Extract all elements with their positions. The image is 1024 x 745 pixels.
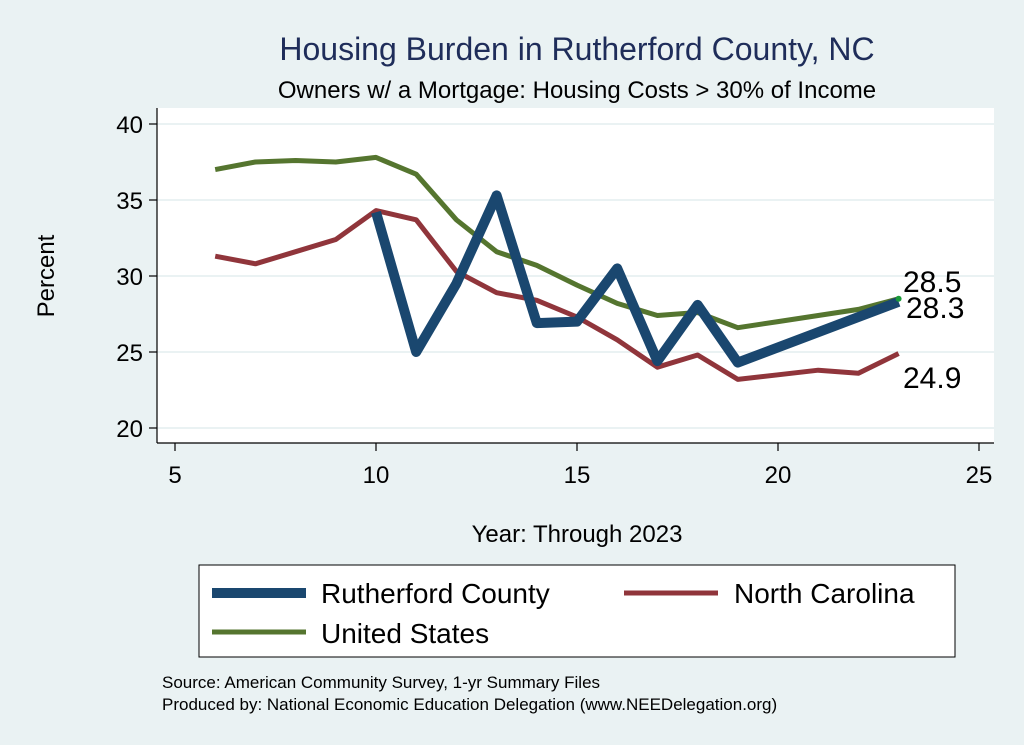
y-tick-label: 40 [116, 112, 143, 139]
end-label-rutherford-county: 28.3 [906, 292, 964, 325]
series-line-united-states [214, 154, 900, 331]
y-ticks: 20 25 30 35 40 [116, 112, 157, 443]
us-end-marker [895, 295, 902, 302]
y-axis-title: Percent [33, 234, 60, 317]
legend-label-rutherford-county: Rutherford County [321, 578, 550, 609]
gridlines [157, 123, 994, 429]
y-tick-label: 30 [116, 264, 143, 291]
x-tick-label: 20 [765, 462, 792, 489]
chart-subtitle: Owners w/ a Mortgage: Housing Costs > 30… [278, 77, 876, 104]
chart-title: Housing Burden in Rutherford County, NC [279, 31, 874, 67]
legend-label-united-states: United States [321, 618, 489, 649]
y-tick-label: 25 [116, 340, 143, 367]
x-ticks: 5 10 15 20 25 [168, 443, 992, 489]
x-tick-label: 10 [363, 462, 390, 489]
source-note: Source: American Community Survey, 1-yr … [162, 673, 600, 692]
y-tick-label: 35 [116, 188, 143, 215]
y-tick-label: 20 [116, 416, 143, 443]
series-line-north-carolina [214, 208, 900, 382]
end-label-united-states: 28.5 [903, 266, 961, 299]
series-line-rutherford-county [371, 190, 901, 368]
end-label-north-carolina: 24.9 [903, 362, 961, 395]
legend-box [198, 564, 956, 658]
x-tick-label: 25 [966, 462, 993, 489]
series-layer [214, 154, 902, 382]
legend-label-north-carolina: North Carolina [734, 578, 915, 609]
produced-by-note: Produced by: National Economic Education… [162, 695, 777, 714]
x-tick-label: 5 [168, 462, 181, 489]
x-axis-title: Year: Through 2023 [472, 521, 683, 548]
x-tick-label: 15 [564, 462, 591, 489]
legend: Rutherford County North Carolina United … [198, 564, 956, 658]
